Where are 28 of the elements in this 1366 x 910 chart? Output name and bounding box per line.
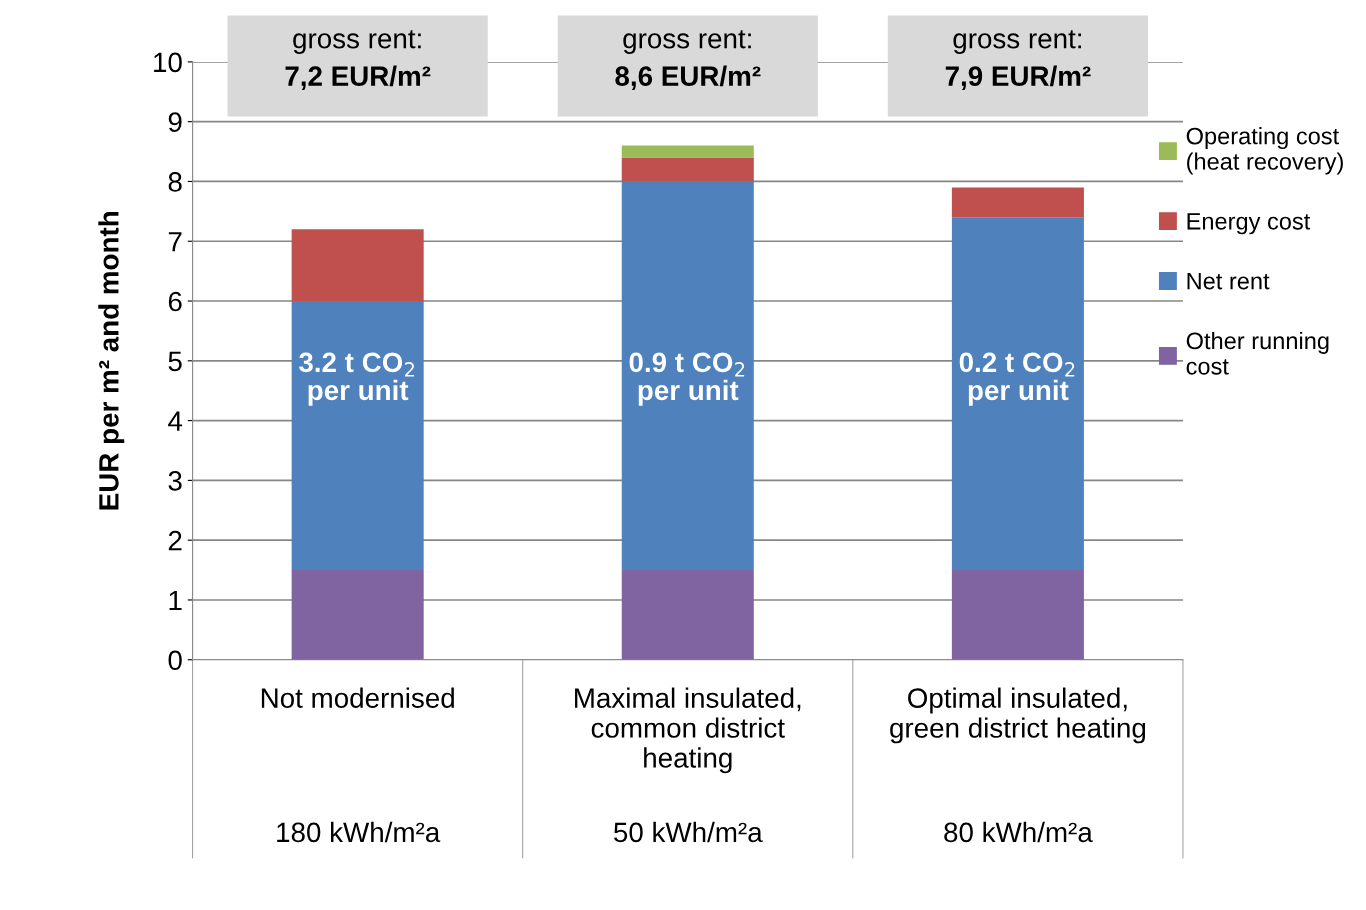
x-tick-label: Optimal insulated, green district heating (890, 687, 1146, 744)
y-tick-label: 7 (168, 232, 182, 252)
y-tick-label: 5 (168, 351, 182, 372)
annotation: gross rent: 8,6 EUR/m² (615, 30, 761, 91)
x-tick-label: Maximal insulated, common district heating (575, 687, 801, 774)
legend-label: Net rent (1187, 272, 1270, 290)
text: 50 kWh/m²a (614, 821, 763, 843)
y-tick-label: 0 (168, 650, 182, 671)
x-tick-label: Not modernised (261, 687, 454, 708)
annotation: gross rent: 7,9 EUR/m² (945, 30, 1091, 91)
y-tick-label: 3 (168, 471, 182, 491)
legend-label: Other running cost (1186, 331, 1329, 375)
legend-label: Energy cost (1187, 213, 1311, 235)
y-tick-label: 10 (154, 52, 182, 73)
y-tick-label: 2 (168, 530, 182, 551)
y-tick-label: 6 (168, 291, 182, 312)
y-tick-label: 9 (168, 112, 182, 133)
y-tick-label: 8 (168, 172, 182, 192)
annotation: 0.2 t CO$_{2}$ per unit (959, 352, 1075, 406)
text: 180 kWh/m²a (277, 821, 441, 843)
annotation: 0.9 t CO$_{2}$ per unit (629, 352, 745, 406)
text: 80 kWh/m²a (944, 821, 1093, 843)
y-axis-title: EUR per m² and month (98, 212, 125, 510)
annotation: gross rent: 7,2 EUR/m² (285, 30, 431, 91)
legend-label: Operating cost (heat recovery) (1186, 127, 1343, 175)
annotation: 3.2 t CO$_{2}$ per unit (299, 352, 415, 406)
y-tick-label: 1 (169, 590, 182, 611)
y-tick-label: 4 (168, 411, 183, 431)
